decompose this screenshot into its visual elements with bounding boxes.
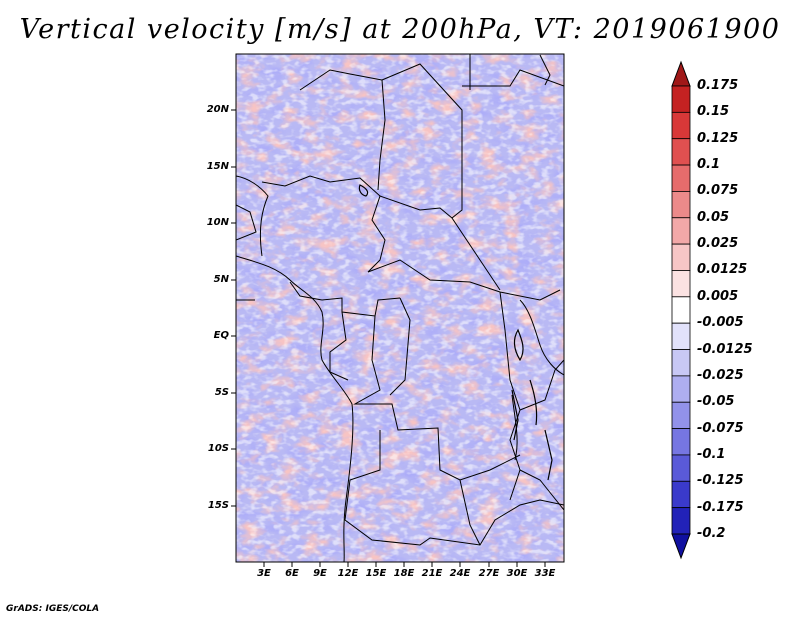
x-label-6e: 6E: [285, 568, 299, 579]
map-title: Vertical velocity [m/s] at 200hPa, VT: 2…: [19, 14, 781, 45]
colorbar-label: -0.075: [697, 420, 744, 436]
colorbar-label: -0.1: [697, 446, 726, 462]
colorbar-label: 0.0125: [697, 262, 748, 278]
y-label-15n: 15N: [206, 161, 229, 172]
x-label-3e: 3E: [257, 568, 271, 579]
colorbar-segment: [671, 138, 691, 166]
colorbar-label: -0.0125: [697, 341, 753, 357]
y-ticks: [231, 109, 236, 507]
colorbar-segment: [671, 270, 691, 298]
colorbar-label: -0.005: [697, 315, 744, 331]
country-borders: [236, 54, 564, 562]
colorbar-label: 0.175: [697, 78, 739, 93]
lakes: [358, 184, 553, 481]
colorbar-segment: [671, 428, 691, 456]
y-label-eq: EQ: [213, 330, 229, 341]
x-label-9e: 9E: [313, 568, 327, 579]
footer-credit: GrADS: IGES/COLA: [6, 604, 100, 614]
colorbar-top-arrow: [671, 60, 691, 87]
colorbar-segment: [671, 111, 691, 140]
colorbar-bottom-arrow: [671, 533, 691, 560]
colorbar-label: 0.025: [697, 236, 739, 252]
colorbar-label: 0.05: [697, 209, 730, 225]
x-label-33e: 33E: [534, 568, 556, 579]
x-label-30e: 30E: [506, 568, 528, 579]
x-label-12e: 12E: [337, 568, 359, 579]
colorbar-label: -0.025: [697, 367, 744, 383]
y-label-20n: 20N: [206, 104, 229, 115]
x-label-24e: 24E: [449, 568, 471, 579]
colorbar-segment: [671, 217, 691, 245]
velocity-field: [236, 54, 564, 562]
plot-frame: [235, 53, 565, 563]
y-label-10s: 10S: [207, 443, 229, 454]
y-label-15s: 15S: [207, 500, 229, 511]
colorbar-segment: [671, 296, 691, 324]
colorbar-segment: [671, 85, 691, 113]
y-label-5n: 5N: [213, 274, 229, 285]
colorbar-segment: [671, 375, 691, 403]
colorbar-segment: [671, 401, 691, 429]
colorbar-label: 0.1: [697, 157, 721, 173]
y-label-5s: 5S: [214, 387, 229, 398]
colorbar-segment: [671, 243, 691, 271]
colorbar-segment: [671, 454, 691, 482]
x-label-15e: 15E: [365, 568, 387, 579]
colorbar-label: 0.125: [697, 130, 739, 146]
colorbar-segment: [671, 191, 691, 219]
x-ticks: [263, 562, 546, 567]
colorbar: [671, 60, 691, 560]
colorbar-label: -0.2: [697, 526, 726, 541]
colorbar-label: 0.15: [697, 104, 730, 120]
colorbar-segment: [671, 507, 691, 535]
y-label-10n: 10N: [206, 217, 229, 228]
x-label-18e: 18E: [393, 568, 415, 579]
x-label-21e: 21E: [421, 568, 443, 579]
colorbar-segment: [671, 480, 691, 509]
colorbar-label: 0.005: [697, 288, 739, 304]
colorbar-label: -0.125: [697, 473, 744, 489]
colorbar-segment: [671, 164, 691, 192]
colorbar-label: -0.175: [697, 499, 744, 515]
colorbar-segment: [671, 322, 691, 350]
x-label-27e: 27E: [478, 568, 500, 579]
colorbar-label: -0.05: [697, 394, 735, 410]
colorbar-label: 0.075: [697, 183, 739, 199]
colorbar-segment: [671, 349, 691, 377]
